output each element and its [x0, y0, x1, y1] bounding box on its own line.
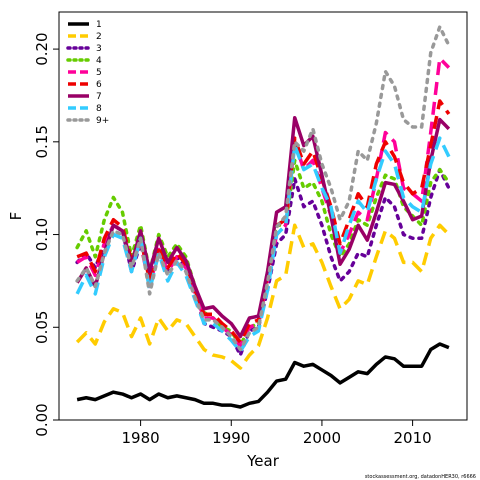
legend-label: 8	[96, 104, 102, 114]
legend-label: 4	[96, 56, 102, 66]
series-line-8	[75, 136, 451, 354]
x-axis: 1980 1990 2000 2010	[122, 420, 432, 447]
legend-label: 3	[96, 44, 102, 54]
y-tick-label: 0.20	[33, 32, 51, 65]
credit-text: stockassessment.org, datadonHER30, r6666	[365, 474, 476, 480]
legend-label: 9+	[96, 116, 109, 126]
legend-label: 2	[96, 32, 102, 42]
legend: 1 2 3 4 5 6 7 8 9+	[66, 20, 109, 126]
legend-label: 5	[96, 68, 102, 78]
y-axis: 0.00 0.05 0.10 0.15 0.20	[33, 32, 59, 437]
x-tick-label: 1980	[122, 429, 160, 447]
legend-label: 6	[96, 80, 102, 90]
series-line-9	[75, 25, 451, 352]
series-line-7	[75, 115, 451, 339]
y-axis-title: F	[7, 212, 25, 221]
x-axis-title: Year	[246, 452, 280, 470]
x-tick-label: 2010	[394, 429, 432, 447]
legend-label: 7	[96, 92, 102, 102]
y-tick-label: 0.00	[33, 403, 51, 436]
legend-label: 1	[96, 20, 102, 30]
series-layer	[75, 25, 451, 409]
x-tick-label: 2000	[303, 429, 341, 447]
y-tick-label: 0.15	[33, 125, 51, 158]
y-tick-label: 0.10	[33, 218, 51, 251]
y-tick-label: 0.05	[33, 311, 51, 344]
plot-frame	[58, 11, 468, 421]
series-line-1	[76, 342, 450, 409]
x-tick-label: 1990	[212, 429, 250, 447]
